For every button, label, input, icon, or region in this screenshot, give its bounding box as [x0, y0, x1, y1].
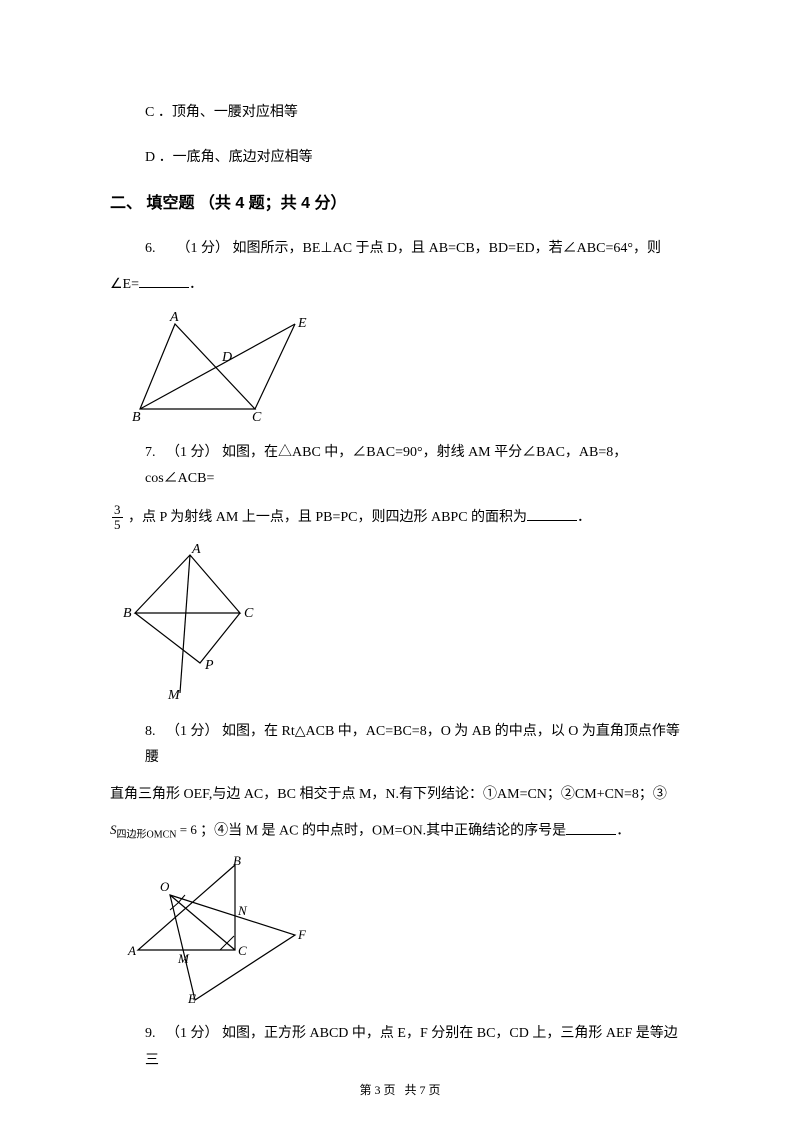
fig8-label-A: A: [127, 943, 136, 958]
q8-formula-eq: = 6: [177, 822, 197, 837]
fig8-label-O: O: [160, 879, 170, 894]
q8-formula-sub: 四边形OMCN: [117, 830, 177, 841]
figure-q7-svg: A B C P M: [120, 543, 270, 703]
fig6-label-C: C: [252, 410, 262, 424]
q7-prefix: 7.: [145, 445, 159, 460]
figure-q8-svg: B O N F A M C E: [120, 855, 310, 1005]
option-c-text: C ．顶角、一腰对应相等: [145, 105, 298, 120]
fig7-label-P: P: [204, 658, 214, 673]
footer-total: 共 7 页: [405, 1083, 441, 1097]
figure-q6: A E D B C: [120, 309, 690, 424]
q8-text4: ．: [616, 824, 630, 839]
fig8-label-B: B: [233, 855, 241, 868]
q8-blank: [566, 821, 616, 835]
q7-frac-num: 3: [112, 503, 123, 518]
fig8-label-E: E: [187, 991, 196, 1005]
figure-q8: B O N F A M C E: [120, 855, 690, 1005]
q7-frac-den: 5: [112, 518, 123, 532]
q7-text3: ．: [577, 510, 591, 525]
question-9: 9. （1 分） 如图，正方形 ABCD 中，点 E，F 分别在 BC，CD 上…: [145, 1021, 690, 1074]
q7-blank: [527, 507, 577, 521]
q8-prefix: 8.: [145, 724, 159, 739]
fig6-label-E: E: [297, 316, 307, 331]
fig6-label-D: D: [221, 350, 232, 365]
section-title: 二、 填空题 （共 4 题；共 4 分）: [110, 189, 690, 219]
q7-points: （1 分）: [166, 445, 219, 460]
fig7-label-B: B: [123, 606, 132, 621]
fig6-label-A: A: [169, 310, 179, 325]
fig8-label-C: C: [238, 943, 247, 958]
fig8-label-M: M: [177, 951, 190, 966]
fig8-label-F: F: [297, 927, 307, 942]
fig7-label-A: A: [191, 543, 201, 557]
q6-points: （1 分）: [177, 241, 230, 256]
question-8-cont2: S四边形OMCN = 6 ；④当 M 是 AC 的中点时，OM=ON.其中正确结…: [110, 818, 690, 845]
question-8-cont: 直角三角形 OEF,与边 AC，BC 相交于点 M，N.有下列结论：①AM=CN…: [110, 782, 690, 809]
q9-text1: 如图，正方形 ABCD 中，点 E，F 分别在 BC，CD 上，三角形 AEF …: [145, 1026, 678, 1068]
fig8-label-N: N: [237, 903, 248, 918]
q8-points: （1 分）: [166, 724, 219, 739]
q6-text2: ∠E=: [110, 277, 139, 292]
q8-text2: 直角三角形 OEF,与边 AC，BC 相交于点 M，N.有下列结论：①AM=CN…: [110, 787, 667, 802]
fig6-label-B: B: [132, 410, 141, 424]
q9-prefix: 9.: [145, 1026, 159, 1041]
fig7-label-M: M: [167, 688, 181, 703]
option-c: C ．顶角、一腰对应相等: [145, 100, 690, 127]
figure-q6-svg: A E D B C: [120, 309, 320, 424]
q9-points: （1 分）: [166, 1026, 219, 1041]
question-6: 6. （1 分） 如图所示，BE⊥AC 于点 D，且 AB=CB，BD=ED，若…: [145, 236, 690, 263]
q6-text3: ．: [189, 277, 203, 292]
q6-prefix: 6.: [145, 241, 159, 256]
question-6-cont: ∠E= ．: [110, 272, 690, 299]
q8-text1: 如图，在 Rt△ACB 中，AC=BC=8，O 为 AB 的中点，以 O 为直角…: [145, 724, 680, 766]
section-title-text: 二、 填空题 （共 4 题；共 4 分）: [110, 195, 346, 212]
question-7-cont: 3 5 ，点 P 为射线 AM 上一点，且 PB=PC，则四边形 ABPC 的面…: [110, 503, 690, 533]
q7-text2: ，点 P 为射线 AM 上一点，且 PB=PC，则四边形 ABPC 的面积为: [128, 510, 527, 525]
fig7-label-C: C: [244, 606, 254, 621]
q8-text3: ；④当 M 是 AC 的中点时，OM=ON.其中正确结论的序号是: [200, 824, 566, 839]
q6-text1: 如图所示，BE⊥AC 于点 D，且 AB=CB，BD=ED，若∠ABC=64°，…: [233, 241, 661, 256]
q7-fraction: 3 5: [112, 503, 123, 533]
question-7: 7. （1 分） 如图，在△ABC 中，∠BAC=90°，射线 AM 平分∠BA…: [145, 440, 690, 493]
option-d-text: D ．一底角、底边对应相等: [145, 150, 313, 165]
question-8: 8. （1 分） 如图，在 Rt△ACB 中，AC=BC=8，O 为 AB 的中…: [145, 719, 690, 772]
q6-blank: [139, 274, 189, 288]
page-footer: 第 3 页 共 7 页: [0, 1079, 800, 1102]
option-d: D ．一底角、底边对应相等: [145, 145, 690, 172]
figure-q7: A B C P M: [120, 543, 690, 703]
footer-page: 第 3 页: [359, 1083, 395, 1097]
q8-formula: S四边形OMCN = 6: [110, 822, 200, 837]
